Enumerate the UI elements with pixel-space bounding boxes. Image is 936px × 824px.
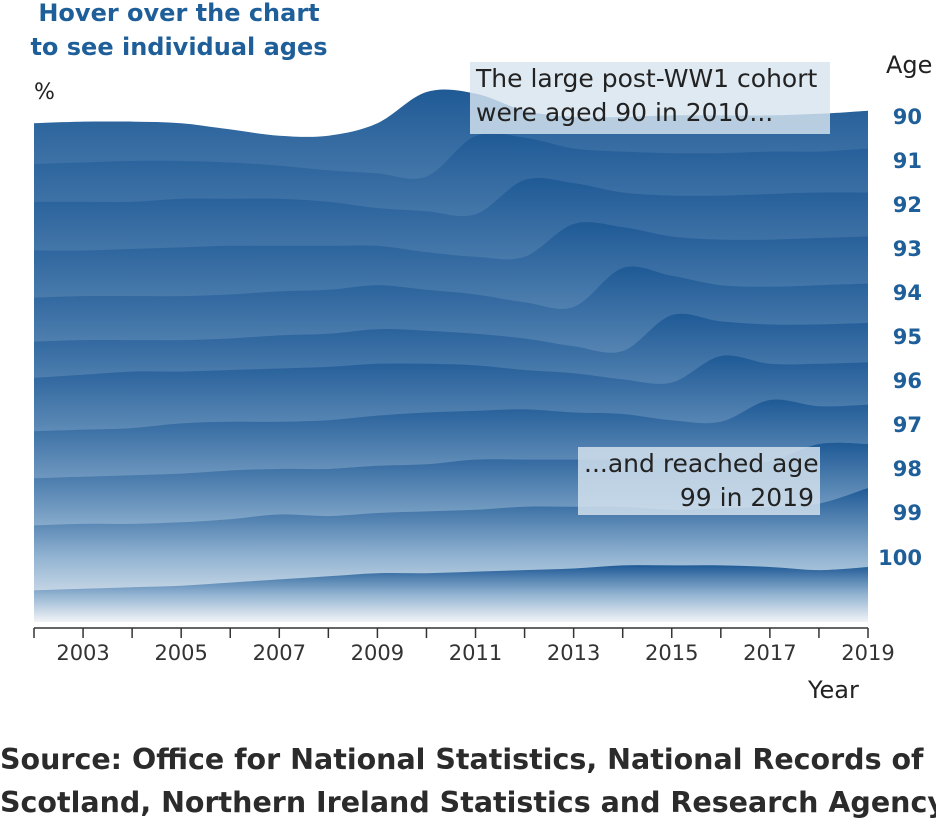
source-line1: Source: Office for National Statistics, …	[0, 743, 924, 776]
annotation-age-99: ...and reached age 99 in 2019	[578, 447, 820, 515]
age-labels: 90 91 92 93 94 95 96 97 98 99 100	[878, 105, 922, 570]
ridge-age-100[interactable]	[34, 565, 868, 622]
age-label-92: 92	[893, 193, 922, 217]
age-label-98: 98	[893, 457, 922, 481]
x-tick-label-2013: 2013	[547, 641, 600, 665]
age-label-97: 97	[893, 413, 922, 437]
x-tick-label-2009: 2009	[351, 641, 404, 665]
annotation-1-line2: were aged 90 in 2010...	[476, 98, 774, 127]
x-axis-label: Year	[808, 676, 859, 704]
age-label-91: 91	[893, 149, 922, 173]
x-tick-label-2011: 2011	[449, 641, 502, 665]
age-label-95: 95	[893, 325, 922, 349]
age-label-93: 93	[893, 237, 922, 261]
x-tick-label-2017: 2017	[743, 641, 796, 665]
x-tick-label-2019: 2019	[841, 641, 894, 665]
y-axis-label: %	[34, 80, 55, 105]
age-label-96: 96	[893, 369, 922, 393]
source-line2: Scotland, Northern Ireland Statistics an…	[0, 786, 936, 819]
hover-instruction-line2: to see individual ages	[30, 33, 328, 61]
annotation-post-ww1-cohort: The large post-WW1 cohort were aged 90 i…	[470, 62, 830, 134]
annotation-2-line2: 99 in 2019	[679, 483, 814, 512]
x-tick-label-2015: 2015	[645, 641, 698, 665]
age-label-90: 90	[893, 105, 922, 129]
source-note: Source: Office for National Statistics, …	[0, 738, 936, 824]
x-tick-label-2005: 2005	[154, 641, 207, 665]
x-axis: 2003 2005 2007 2009 2011 2013 2015 2017 2019	[33, 627, 895, 665]
age-label-100: 100	[878, 546, 922, 570]
hover-instruction-line1: Hover over the chart	[38, 0, 320, 27]
age-label-94: 94	[893, 281, 922, 305]
age-label-99: 99	[893, 501, 922, 525]
ridge-areas	[34, 89, 868, 623]
annotation-1-line1: The large post-WW1 cohort	[476, 64, 818, 93]
x-tick-label-2003: 2003	[56, 641, 109, 665]
hover-instruction: Hover over the chart to see individual a…	[14, 0, 344, 64]
x-tick-label-2007: 2007	[253, 641, 306, 665]
age-legend-title: Age	[886, 51, 933, 79]
annotation-2-line1: ...and reached age	[584, 449, 819, 478]
